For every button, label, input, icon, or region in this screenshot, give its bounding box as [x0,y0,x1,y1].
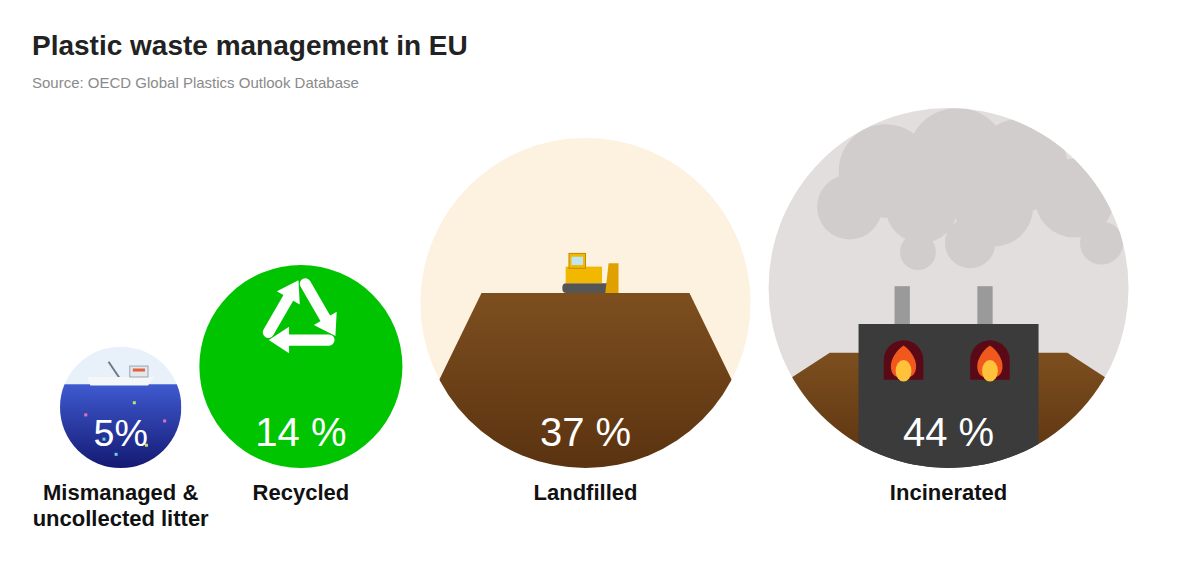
svg-text:5%: 5% [93,412,147,454]
html-text:Source: OECD Global Plastics O: Source: OECD Global Plastics Outlook Dat… [32,74,359,91]
svg-text:Incinerated: Incinerated [890,480,1007,505]
svg-text:Recycled: Recycled [253,480,350,505]
html-text:Plastic waste management in EU: Plastic waste management in EU [32,30,468,61]
svg-text:14 %: 14 % [255,410,346,454]
svg-text:Mismanaged &uncollected litter: Mismanaged &uncollected litter [33,480,209,531]
svg-text:Landfilled: Landfilled [534,480,638,505]
svg-text:37 %: 37 % [540,410,631,454]
svg-text:44 %: 44 % [903,410,994,454]
